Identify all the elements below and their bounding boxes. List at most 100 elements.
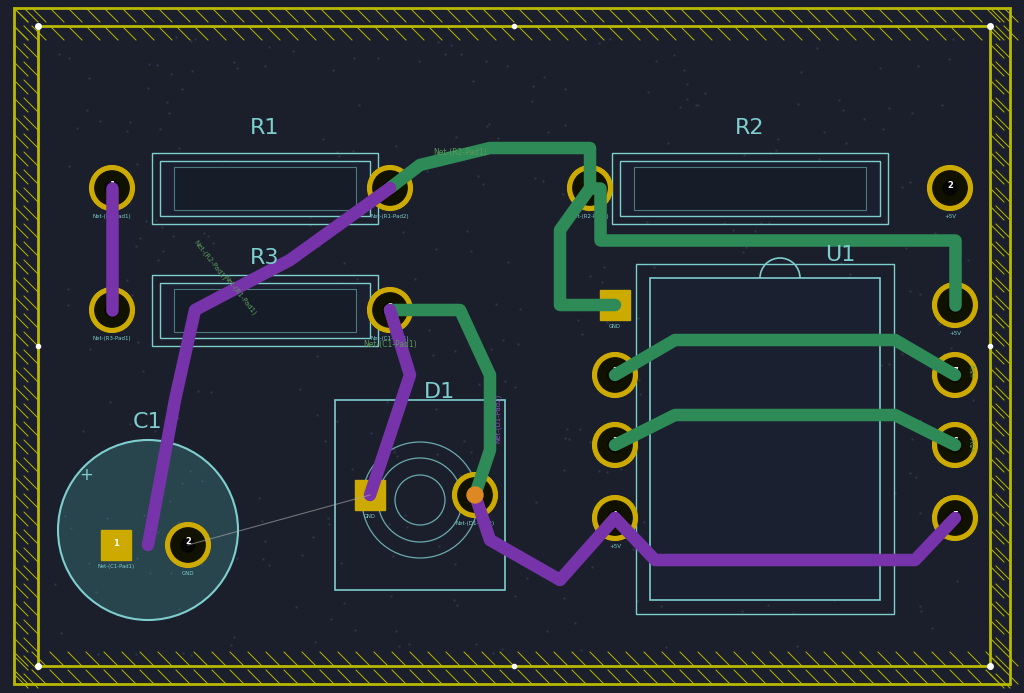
Point [944,34,961,45]
Bar [600,290,630,320]
Point [602,33,618,44]
Point [285,46,301,57]
Point [872,360,889,371]
Point [174,83,190,94]
Point [736,149,753,160]
Point [881,103,897,114]
Point [771,473,787,484]
Point [584,561,600,572]
Point [598,466,614,477]
Circle shape [171,528,205,562]
Point [447,558,464,569]
Point [876,124,892,135]
Point [750,207,766,218]
Point [428,448,444,459]
Point [385,446,401,457]
Point [483,343,500,354]
Point [520,554,537,565]
Circle shape [608,368,622,382]
Point [463,447,479,458]
Point [769,133,785,144]
Point [746,437,763,448]
Point [959,254,976,265]
Point [556,593,572,604]
Point [128,552,144,563]
Point [839,138,855,149]
Point [393,379,410,390]
Point [639,216,655,227]
Text: Net-(D1-Pad2): Net-(D1-Pad2) [456,521,495,526]
Point [275,298,292,309]
Point [636,516,652,527]
Point [488,299,505,310]
Point [257,536,273,547]
Point [656,410,673,421]
Point [200,230,216,241]
Point [561,433,578,444]
Point [154,484,170,495]
Point [190,385,207,396]
Point [460,650,476,661]
Point [572,644,589,656]
Point [453,49,469,60]
Point [632,389,648,400]
Circle shape [608,511,622,525]
Point [186,33,203,44]
Point [53,628,70,639]
Point [302,220,318,231]
Point [713,324,729,335]
Point [174,477,190,489]
Circle shape [598,358,632,392]
Point [676,64,692,76]
Point [176,201,193,212]
Point [56,510,73,521]
Circle shape [383,181,397,195]
Text: 4: 4 [612,511,617,520]
Point [614,192,631,203]
Point [849,563,865,574]
Point [481,119,498,130]
Point [156,245,172,256]
Point [401,638,418,649]
Point [902,286,919,297]
Circle shape [373,293,408,327]
Circle shape [948,438,962,452]
Circle shape [583,181,597,195]
Point [430,541,446,552]
Point [499,60,515,71]
Point [839,206,855,217]
Circle shape [568,166,612,210]
Point [941,509,957,520]
Circle shape [933,423,977,467]
Point [687,100,703,111]
Point [781,334,798,345]
Point [226,57,243,68]
Point [272,311,289,322]
Text: 1: 1 [612,299,617,308]
Point [51,49,68,60]
Point [707,209,723,220]
Point [826,594,843,605]
Point [364,428,380,439]
Bar [160,283,370,337]
Point [147,214,164,225]
Point [790,641,806,652]
Circle shape [368,288,412,332]
Point [486,405,503,416]
Point [766,180,782,191]
Point [913,606,930,617]
Text: R1: R1 [250,118,280,138]
Point [333,557,349,568]
Point [912,289,929,300]
Point [228,552,245,563]
Point [591,37,607,49]
Point [475,449,492,460]
Point [270,178,287,189]
Point [604,416,621,427]
Point [965,394,981,405]
Point [209,156,225,167]
Point [928,365,944,376]
Point [128,240,144,252]
Point [855,423,871,435]
Point [840,515,856,526]
